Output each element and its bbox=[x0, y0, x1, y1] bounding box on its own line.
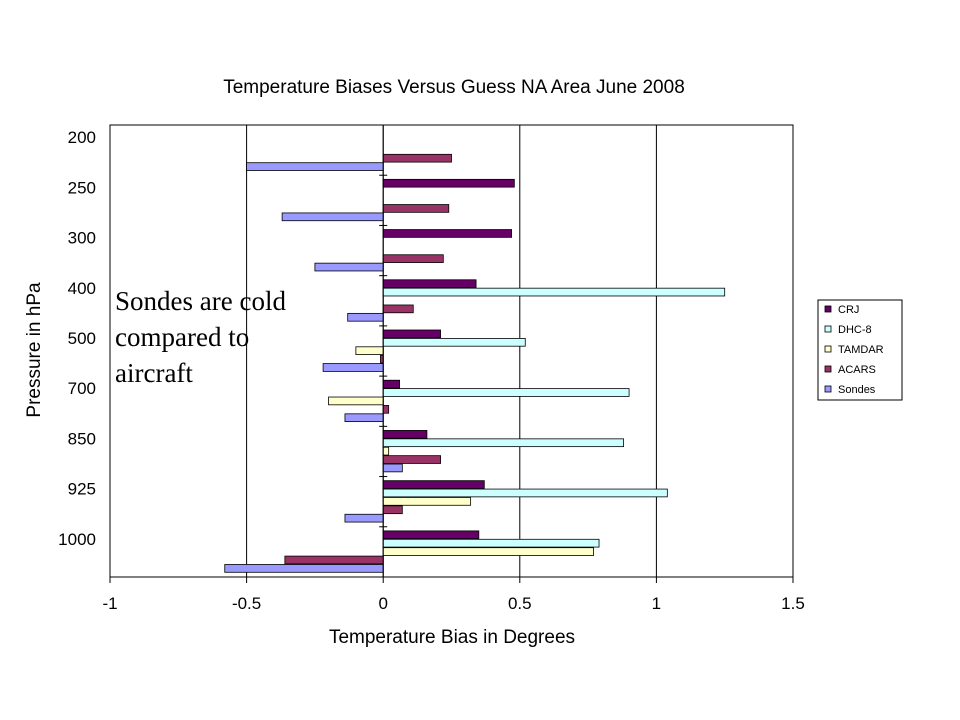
x-tick-label: 1 bbox=[652, 594, 661, 613]
bar-crj bbox=[382, 329, 441, 339]
legend-label: ACARS bbox=[838, 364, 876, 376]
legend-swatch bbox=[824, 305, 832, 313]
legend-label: Sondes bbox=[838, 384, 876, 396]
legend-swatch bbox=[824, 325, 832, 333]
y-tick-label: 1000 bbox=[58, 530, 96, 549]
bar-crj bbox=[382, 530, 480, 540]
bar-acars bbox=[382, 505, 403, 515]
bar-tamdar bbox=[328, 396, 384, 406]
x-tick-label: 1.5 bbox=[781, 594, 805, 613]
x-axis-label: Temperature Bias in Degrees bbox=[329, 627, 575, 648]
legend-label: TAMDAR bbox=[838, 344, 884, 356]
bar-dhc-8 bbox=[382, 388, 630, 397]
bar-acars bbox=[382, 204, 450, 213]
bar-dhc-8 bbox=[382, 488, 668, 498]
bar-sondes bbox=[347, 312, 384, 322]
y-axis-label: Pressure in hPa bbox=[24, 282, 45, 418]
x-ticks: -1 -0.5 0 0.5 1 1.5 bbox=[102, 577, 805, 613]
legend: CRJ DHC-8 TAMDAR ACARS Sondes bbox=[817, 299, 903, 401]
bar-sondes bbox=[224, 564, 384, 573]
bar-acars bbox=[382, 455, 441, 464]
bar-acars bbox=[284, 555, 384, 565]
x-tick-label: 0 bbox=[378, 594, 387, 613]
y-tick-label: 700 bbox=[68, 379, 96, 398]
legend-label: DHC-8 bbox=[838, 324, 872, 336]
bar-tamdar bbox=[382, 446, 390, 456]
annotation-line-3: aircraft bbox=[115, 358, 193, 388]
annotation: Sondes are cold compared to aircraft bbox=[115, 283, 286, 391]
bar-acars bbox=[382, 153, 452, 163]
bar-dhc-8 bbox=[382, 438, 625, 448]
y-tick-label: 500 bbox=[68, 329, 96, 348]
y-ticks: 200 250 300 400 500 700 850 925 1000 bbox=[58, 128, 96, 549]
bar-sondes bbox=[344, 413, 384, 423]
plot-area bbox=[109, 124, 794, 578]
bar-crj bbox=[382, 279, 477, 288]
bar-tamdar bbox=[382, 497, 472, 506]
bar-sondes bbox=[322, 363, 384, 372]
y-tick-label: 850 bbox=[68, 429, 96, 448]
bar-tamdar bbox=[382, 547, 594, 556]
y-tick-label: 300 bbox=[68, 229, 96, 248]
bar-crj bbox=[382, 480, 485, 489]
x-tick-label: 0.5 bbox=[508, 594, 532, 613]
bar-acars bbox=[382, 304, 414, 314]
bar-sondes bbox=[314, 262, 384, 272]
bar-crj bbox=[382, 178, 515, 188]
bars bbox=[224, 153, 726, 573]
y-tick-label: 400 bbox=[68, 279, 96, 298]
legend-swatch bbox=[824, 345, 832, 353]
bar-dhc-8 bbox=[382, 337, 526, 347]
bar-crj bbox=[382, 430, 428, 439]
bar-acars bbox=[382, 254, 444, 263]
legend-label: CRJ bbox=[838, 304, 859, 316]
bar-sondes bbox=[246, 162, 384, 171]
bar-crj bbox=[382, 379, 400, 389]
annotation-line-1: Sondes are cold bbox=[115, 286, 286, 316]
y-tick-label: 250 bbox=[68, 178, 96, 197]
x-tick-label: -1 bbox=[102, 594, 117, 613]
bar-sondes bbox=[281, 212, 384, 222]
y-tick-label: 925 bbox=[68, 480, 96, 499]
bar-dhc-8 bbox=[382, 538, 600, 548]
annotation-line-2: compared to bbox=[115, 322, 250, 352]
bar-tamdar bbox=[355, 346, 384, 355]
bar-crj bbox=[382, 229, 513, 238]
bar-sondes bbox=[382, 463, 403, 473]
bar-dhc-8 bbox=[382, 287, 726, 297]
bar-acars bbox=[382, 405, 390, 414]
x-tick-label: -0.5 bbox=[232, 594, 261, 613]
y-tick-label: 200 bbox=[68, 128, 96, 147]
gridlines bbox=[246, 125, 657, 577]
chart-title: Temperature Biases Versus Guess NA Area … bbox=[223, 77, 685, 98]
legend-swatch bbox=[824, 365, 832, 373]
bar-sondes bbox=[344, 513, 384, 523]
legend-swatch bbox=[824, 385, 832, 393]
legend-box bbox=[817, 299, 903, 401]
